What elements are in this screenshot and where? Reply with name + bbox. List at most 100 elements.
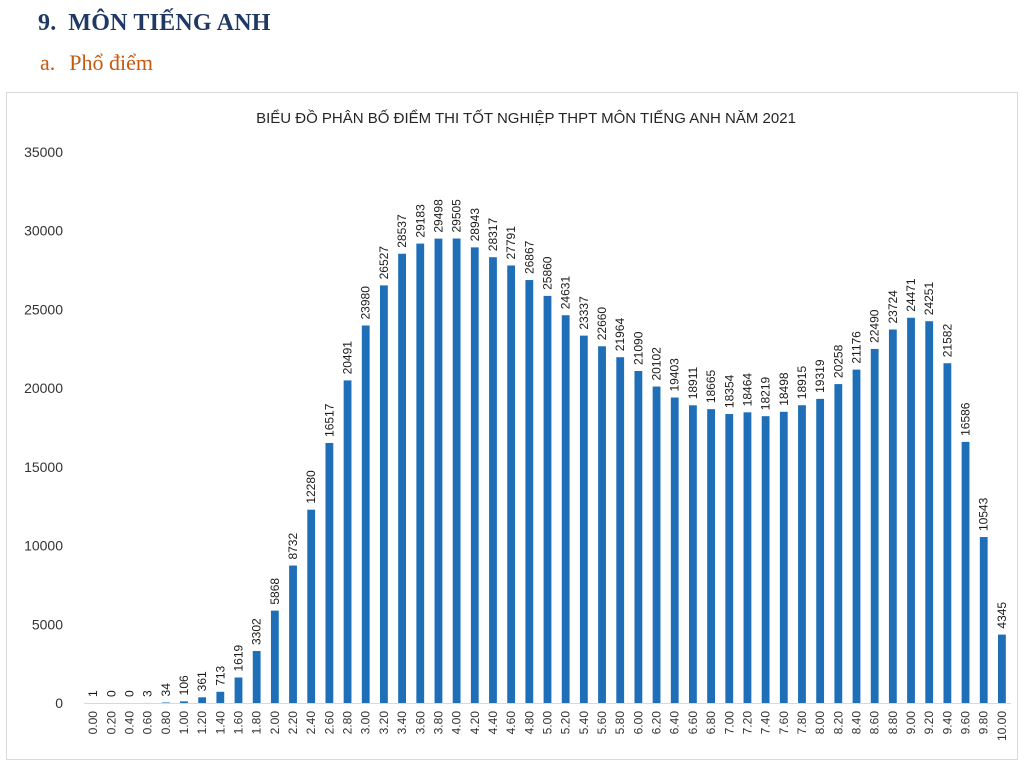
x-tick-label: 0.20 bbox=[104, 711, 118, 735]
data-label: 106 bbox=[177, 675, 191, 695]
data-label: 713 bbox=[213, 665, 227, 685]
bar bbox=[634, 370, 643, 703]
data-labels: 1 0 0 3 34 106 361 7131619330258688732122801651… bbox=[86, 199, 1009, 697]
bar bbox=[307, 509, 316, 703]
section-title-text: MÔN TIẾNG ANH bbox=[68, 10, 271, 36]
x-tick-label: 6.00 bbox=[631, 711, 645, 735]
subsection-title: a. Phổ điểm bbox=[40, 50, 153, 76]
bar bbox=[198, 697, 207, 703]
bar bbox=[489, 257, 497, 703]
bar bbox=[234, 677, 243, 703]
x-tick-label: 8.80 bbox=[886, 711, 900, 735]
x-tick-label: 5.00 bbox=[541, 711, 555, 735]
data-label: 27791 bbox=[504, 226, 518, 260]
x-tick-label: 4.80 bbox=[522, 711, 536, 735]
data-label: 29183 bbox=[413, 204, 427, 238]
data-label: 24471 bbox=[904, 278, 918, 312]
bar bbox=[707, 409, 715, 703]
bar bbox=[616, 357, 625, 703]
y-tick-label: 30000 bbox=[24, 223, 63, 239]
x-tick-label: 0.00 bbox=[86, 711, 100, 735]
bar bbox=[361, 325, 370, 703]
x-tick-label: 8.60 bbox=[868, 711, 882, 735]
bar bbox=[888, 329, 897, 703]
bar bbox=[289, 565, 297, 703]
x-tick-label: 2.40 bbox=[304, 711, 318, 735]
x-tick-label: 3.60 bbox=[413, 711, 427, 735]
bar bbox=[834, 384, 843, 703]
bar bbox=[180, 701, 188, 703]
x-tick-label: 9.00 bbox=[904, 711, 918, 735]
x-tick-label: 10.00 bbox=[995, 711, 1009, 741]
data-label: 22660 bbox=[595, 307, 609, 341]
bar bbox=[470, 247, 479, 703]
x-tick-label: 7.00 bbox=[722, 711, 736, 735]
data-label: 16517 bbox=[322, 403, 336, 437]
bar bbox=[979, 537, 988, 703]
x-tick-label: 6.20 bbox=[650, 711, 664, 735]
data-label: 3 bbox=[141, 690, 155, 697]
x-tick-label: 9.80 bbox=[977, 711, 991, 735]
x-tick-label: 2.80 bbox=[341, 711, 355, 735]
data-label: 18354 bbox=[722, 374, 736, 408]
x-tick-label: 0.40 bbox=[122, 711, 136, 735]
bar bbox=[779, 411, 788, 703]
data-label: 18665 bbox=[704, 369, 718, 403]
x-tick-label: 9.40 bbox=[940, 711, 954, 735]
data-label: 19319 bbox=[813, 359, 827, 393]
x-tick-label: 8.00 bbox=[813, 711, 827, 735]
data-label: 21964 bbox=[613, 318, 627, 352]
bar bbox=[561, 315, 570, 703]
chart-frame: BIỂU ĐỒ PHÂN BỐ ĐIỂM THI TỐT NGHIỆP THPT… bbox=[6, 92, 1018, 760]
data-label: 20258 bbox=[831, 344, 845, 378]
data-label: 26867 bbox=[522, 240, 536, 274]
bar bbox=[852, 369, 861, 703]
x-tick-label: 2.60 bbox=[322, 711, 336, 735]
y-tick-label: 15000 bbox=[24, 459, 63, 475]
data-label: 28943 bbox=[468, 208, 482, 242]
bar bbox=[398, 253, 406, 703]
data-label: 23337 bbox=[577, 296, 591, 330]
bar bbox=[743, 412, 752, 703]
x-tick-label: 9.60 bbox=[959, 711, 973, 735]
bar bbox=[943, 363, 952, 703]
y-tick-label: 25000 bbox=[24, 301, 63, 317]
x-tick-label: 7.60 bbox=[777, 711, 791, 735]
bar bbox=[579, 335, 588, 703]
x-tick-label: 1.20 bbox=[195, 711, 209, 735]
y-tick-label: 20000 bbox=[24, 380, 63, 396]
y-tick-label: 35000 bbox=[24, 144, 63, 160]
x-tick-label: 4.00 bbox=[450, 711, 464, 735]
bar bbox=[798, 405, 806, 703]
data-label: 20102 bbox=[650, 347, 664, 381]
data-label: 18219 bbox=[759, 376, 773, 410]
bar bbox=[525, 280, 534, 703]
bar bbox=[925, 321, 934, 703]
score-distribution-chart: BIỂU ĐỒ PHÂN BỐ ĐIỂM THI TỐT NGHIỆP THPT… bbox=[24, 109, 1011, 741]
data-label: 34 bbox=[159, 683, 173, 697]
x-tick-label: 7.80 bbox=[795, 711, 809, 735]
bar bbox=[507, 265, 516, 703]
x-tick-label: 6.60 bbox=[686, 711, 700, 735]
data-label: 3302 bbox=[250, 618, 264, 645]
bars bbox=[89, 238, 1006, 704]
x-tick-label: 3.40 bbox=[395, 711, 409, 735]
data-label: 23980 bbox=[359, 286, 373, 320]
bar bbox=[816, 398, 825, 703]
bar bbox=[998, 634, 1006, 703]
data-label: 1619 bbox=[232, 644, 246, 671]
bar bbox=[598, 346, 606, 703]
x-tick-label: 3.20 bbox=[377, 711, 391, 735]
subsection-title-text: Phổ điểm bbox=[69, 50, 153, 75]
x-tick-label: 9.20 bbox=[922, 711, 936, 735]
x-tick-label: 5.60 bbox=[595, 711, 609, 735]
data-label: 21090 bbox=[631, 331, 645, 365]
data-label: 28537 bbox=[395, 214, 409, 248]
bar bbox=[870, 348, 879, 703]
y-tick-label: 0 bbox=[55, 695, 63, 711]
data-label: 5868 bbox=[268, 578, 282, 605]
data-label: 23724 bbox=[886, 290, 900, 324]
x-tick-label: 0.80 bbox=[159, 711, 173, 735]
x-axis: 0.00 0.20 0.40 0.60 0.80 1.00 1.20 1.40 1.60 1.80… bbox=[84, 703, 1011, 741]
x-tick-label: 6.40 bbox=[668, 711, 682, 735]
